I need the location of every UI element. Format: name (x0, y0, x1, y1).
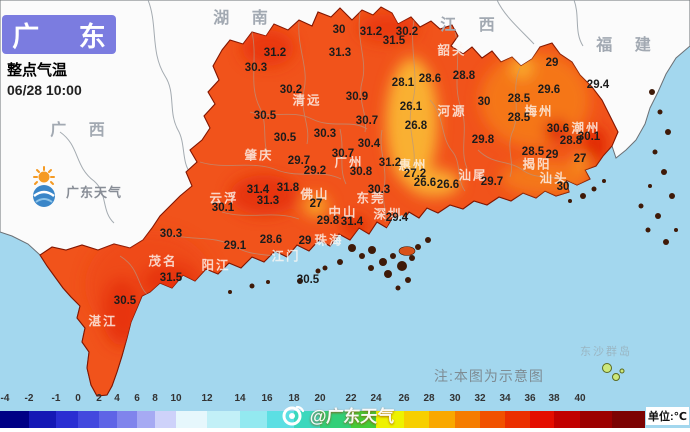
colorbar-tick-label: 28 (423, 393, 435, 404)
colorbar-tick-label: 10 (170, 393, 182, 404)
temperature-colorbar: -4 -2 -1 0 2 4 6 8 10 12 14 16 18 20 22 24 26 28 30 32 34 36 3… (0, 393, 645, 428)
colorbar-tick-label: 4 (114, 393, 120, 404)
colorbar-tick-label: 34 (499, 393, 511, 404)
dongsha-islands (602, 363, 625, 381)
colorbar-cell (404, 411, 429, 428)
colorbar-cell (376, 411, 404, 428)
map-subtitle: 整点气温 (7, 62, 68, 79)
colorbar-unit-label: 单位:℃ (646, 407, 689, 425)
colorbar-cell (612, 411, 645, 428)
colorbar-cell (480, 411, 505, 428)
colorbar-cell (530, 411, 554, 428)
colorbar-cell (505, 411, 530, 428)
dongsha-islands-label: 东沙群岛 (580, 346, 632, 358)
weibo-eye-icon (282, 405, 305, 425)
sun-wave-logo-icon (33, 166, 55, 207)
colorbar-tick-label: 14 (234, 393, 246, 404)
colorbar-tick-label: 8 (152, 393, 158, 404)
city-border-lines (119, 11, 566, 297)
colorbar-tick-label: 32 (474, 393, 486, 404)
colorbar-tick-label: 24 (370, 393, 382, 404)
colorbar-tick-label: 38 (548, 393, 560, 404)
colorbar-cell (351, 411, 376, 428)
temperature-shading (85, 14, 607, 346)
colorbar-tick-label: 26 (398, 393, 410, 404)
colorbar-tick-label: -4 (0, 393, 10, 404)
colorbar-cell (99, 411, 117, 428)
gd-weather-logo: 广东天气 (26, 166, 122, 212)
colorbar-tick-label: 40 (574, 393, 586, 404)
colorbar-cell (455, 411, 480, 428)
colorbar-cell (29, 411, 56, 428)
colorbar-tick-label: 0 (75, 393, 81, 404)
colorbar-cell (56, 411, 78, 428)
province-badge-text: 广 东 (12, 22, 122, 52)
colorbar-cell (554, 411, 580, 428)
bottom-strip (0, 428, 690, 432)
colorbar-tick-label: 12 (201, 393, 213, 404)
colorbar-cell (207, 411, 240, 428)
coastal-islands (228, 89, 678, 294)
colorbar-cell (117, 411, 137, 428)
hong-kong-island (398, 246, 416, 256)
colorbar-tick-label: 30 (449, 393, 461, 404)
colorbar-cell (320, 411, 351, 428)
colorbar-tick-label: 16 (261, 393, 273, 404)
colorbar-cell (176, 411, 207, 428)
colorbar-tick-label: 20 (314, 393, 326, 404)
gd-weather-logo-text: 广东天气 (66, 184, 123, 200)
weibo-watermark-text: @广东天气 (309, 407, 396, 426)
colorbar-tick-label: -2 (24, 393, 34, 404)
map-datetime: 06/28 10:00 (7, 82, 82, 98)
colorbar-tick-label: 18 (288, 393, 300, 404)
weibo-watermark: @广东天气 (281, 402, 395, 427)
colorbar-cell (137, 411, 155, 428)
province-badge: 广 东 (2, 15, 116, 54)
colorbar-cell (429, 411, 455, 428)
colorbar-cell (240, 411, 267, 428)
province-border-lines (59, 0, 584, 224)
colorbar-cell (78, 411, 99, 428)
schematic-note: 注:本图为示意图 (434, 368, 544, 384)
colorbar-tick-label: -1 (51, 393, 61, 404)
colorbar-cell (155, 411, 176, 428)
colorbar-cell (0, 411, 29, 428)
colorbar-tick-label: 22 (345, 393, 357, 404)
colorbar-tick-label: 6 (134, 393, 140, 404)
colorbar-tick-label: 2 (96, 393, 102, 404)
colorbar-cell (267, 411, 294, 428)
colorbar-tick-label: 36 (524, 393, 536, 404)
colorbar-cell (580, 411, 612, 428)
